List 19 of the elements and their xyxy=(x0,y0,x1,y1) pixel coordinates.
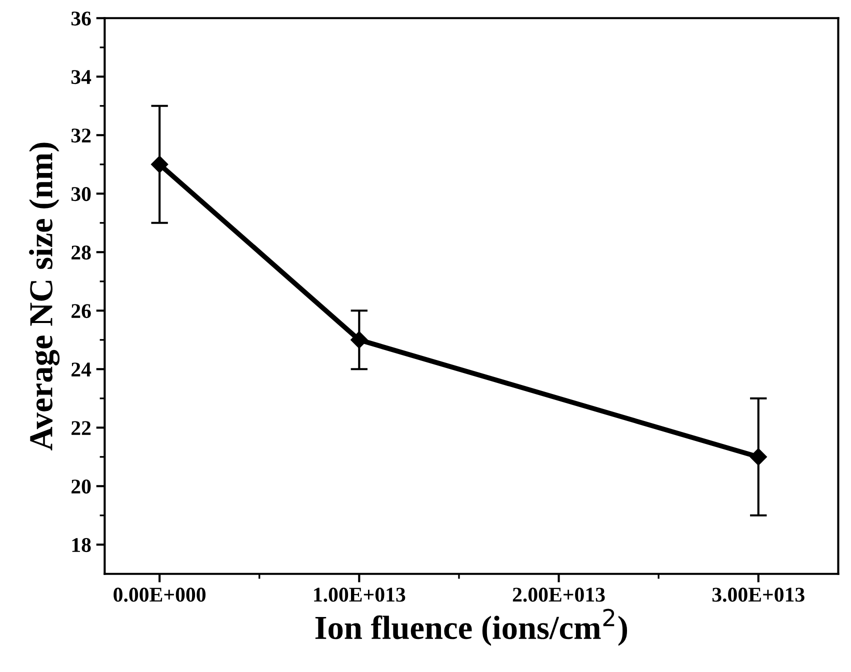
y-tick-label: 22 xyxy=(72,421,91,435)
point xyxy=(151,156,168,173)
y-tick-label: 32 xyxy=(71,128,91,143)
y-tick-label: 28 xyxy=(72,246,91,260)
x-tick-label: 3.00E+013 xyxy=(712,588,804,602)
y-axis-title: Average NC size (nm) xyxy=(29,142,60,450)
y-tick-label: 36 xyxy=(71,12,91,26)
y-tick-label: 34 xyxy=(71,70,92,84)
x-tick-label: 2.00E+013 xyxy=(512,588,605,602)
x-tick-label: 1.00E+013 xyxy=(314,588,406,602)
y-tick-label: 20 xyxy=(72,480,91,494)
y-tick-label: 30 xyxy=(71,187,91,202)
y-tick-label: 24 xyxy=(72,362,92,376)
x-axis-title: Ion fluence (ions/cm$^{2}$) xyxy=(315,608,628,646)
point xyxy=(750,448,767,466)
y-tick-label: 26 xyxy=(72,304,91,318)
y-tick-label: 18 xyxy=(72,538,91,552)
x-tick-label: 0.00E+000 xyxy=(114,588,206,602)
point xyxy=(350,331,368,348)
